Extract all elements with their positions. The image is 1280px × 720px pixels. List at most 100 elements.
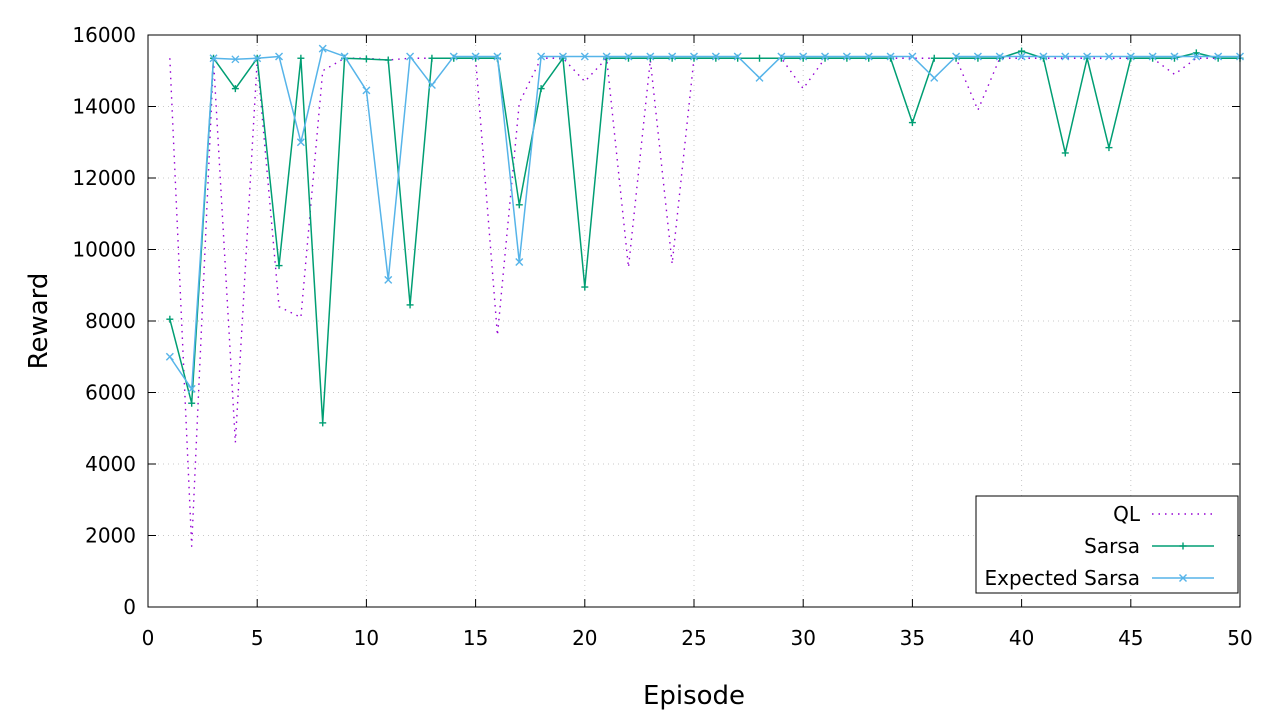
- data-point: [231, 85, 239, 93]
- data-point: [1170, 52, 1179, 61]
- data-point: [318, 44, 327, 53]
- data-point: [165, 352, 174, 361]
- series-line: [169, 50, 1240, 424]
- cross-marker: [602, 52, 611, 61]
- data-point: [362, 86, 371, 95]
- data-point: [580, 52, 589, 61]
- x-tick-label: 0: [142, 626, 155, 650]
- data-point: [908, 119, 916, 127]
- cross-marker: [711, 52, 720, 61]
- cross-marker: [1179, 574, 1187, 582]
- data-point: [1105, 144, 1113, 152]
- legend-item: Sarsa: [1084, 534, 1214, 558]
- data-point: [515, 201, 523, 209]
- series-line: [169, 47, 1240, 390]
- cross-marker: [952, 52, 961, 61]
- cross-marker: [427, 81, 436, 90]
- cross-marker: [515, 258, 524, 267]
- legend-item: Expected Sarsa: [984, 566, 1214, 590]
- data-point: [297, 54, 305, 62]
- cross-marker: [165, 352, 174, 361]
- data-point: [602, 52, 611, 61]
- cross-marker: [318, 44, 327, 53]
- data-point: [384, 275, 393, 284]
- data-point: [1192, 49, 1200, 57]
- cross-marker: [384, 275, 393, 284]
- cross-marker: [624, 52, 633, 61]
- cross-marker: [471, 52, 480, 61]
- legend-label: Expected Sarsa: [984, 566, 1140, 590]
- data-point: [558, 52, 567, 61]
- data-point: [253, 54, 262, 63]
- data-point: [187, 384, 196, 393]
- data-point: [886, 52, 895, 61]
- cross-marker: [973, 52, 982, 61]
- data-point: [930, 54, 938, 62]
- cross-marker: [537, 52, 546, 61]
- cross-marker: [886, 52, 895, 61]
- data-point: [1104, 52, 1113, 61]
- x-tick-label: 30: [790, 626, 815, 650]
- legend-label: QL: [1113, 502, 1141, 526]
- data-point: [406, 52, 415, 61]
- y-tick-label: 6000: [85, 381, 136, 405]
- data-point: [319, 419, 327, 427]
- data-point: [537, 52, 546, 61]
- cross-marker: [296, 138, 305, 147]
- data-point: [668, 52, 677, 61]
- data-point: [296, 138, 305, 147]
- cross-marker: [493, 52, 502, 61]
- cross-marker: [340, 52, 349, 61]
- data-point: [188, 399, 196, 407]
- cross-marker: [908, 52, 917, 61]
- data-point: [471, 52, 480, 61]
- cross-marker: [1039, 52, 1048, 61]
- cross-marker: [668, 52, 677, 61]
- data-point: [952, 52, 961, 61]
- legend-item: QL: [1113, 502, 1214, 526]
- data-point: [275, 262, 283, 270]
- series-layer: [165, 44, 1244, 547]
- y-tick-label: 14000: [72, 95, 136, 119]
- data-point: [821, 52, 830, 61]
- cross-marker: [1148, 52, 1157, 61]
- axis-ticks: 0 5 10 15 20 25 30 35 40 45 50 0 2000 4000 6000 8000 100…: [72, 23, 1252, 650]
- data-point: [275, 52, 284, 61]
- data-point: [995, 52, 1004, 61]
- data-point: [406, 301, 414, 309]
- data-point: [581, 283, 589, 291]
- cross-marker: [777, 52, 786, 61]
- x-tick-label: 40: [1009, 626, 1034, 650]
- cross-marker: [1214, 52, 1223, 61]
- data-point: [1148, 52, 1157, 61]
- cross-marker: [231, 55, 240, 64]
- data-point: [209, 54, 218, 63]
- data-point: [166, 315, 174, 323]
- data-point: [1018, 47, 1026, 55]
- data-point: [799, 52, 808, 61]
- data-point: [1214, 52, 1223, 61]
- legend-label: Sarsa: [1084, 534, 1140, 558]
- cross-marker: [449, 52, 458, 61]
- cross-marker: [864, 52, 873, 61]
- cross-marker: [362, 86, 371, 95]
- cross-marker: [821, 52, 830, 61]
- series-sarsa: [166, 47, 1244, 427]
- cross-marker: [842, 52, 851, 61]
- cross-marker: [930, 73, 939, 82]
- series-line: [169, 57, 1240, 547]
- cross-marker: [275, 52, 284, 61]
- y-axis-title: Reward: [24, 273, 54, 370]
- cross-marker: [187, 384, 196, 393]
- data-point: [973, 52, 982, 61]
- data-point: [733, 52, 742, 61]
- data-point: [755, 73, 764, 82]
- data-point: [340, 52, 349, 61]
- x-tick-label: 50: [1227, 626, 1252, 650]
- cross-marker: [406, 52, 415, 61]
- data-point: [427, 81, 436, 90]
- cross-marker: [1126, 52, 1135, 61]
- cross-marker: [755, 73, 764, 82]
- data-point: [646, 52, 655, 61]
